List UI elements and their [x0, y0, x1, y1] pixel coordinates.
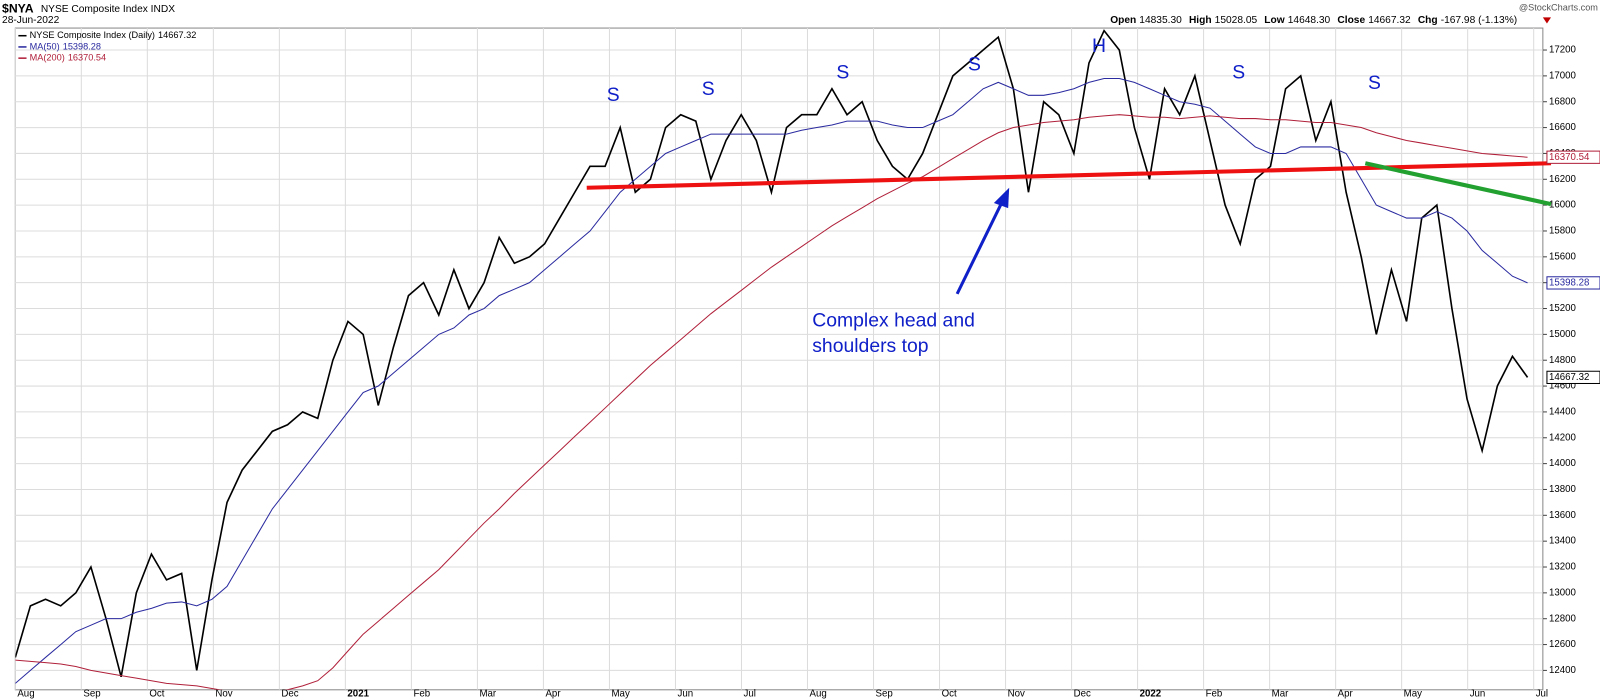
- y-tick-label: 17200: [1549, 45, 1577, 56]
- last-value-box: [1546, 276, 1600, 290]
- y-tick-label: 13800: [1549, 484, 1577, 495]
- x-tick-label: Feb: [413, 688, 430, 699]
- x-tick-label: Jul: [744, 688, 756, 699]
- x-tick-label: 2022: [1140, 688, 1162, 699]
- plot-area: [14, 27, 1544, 691]
- last-value-label: 16370.54: [1549, 152, 1590, 163]
- x-tick-label: Dec: [281, 688, 298, 699]
- legend-name: NYSE Composite Index (Daily): [30, 30, 155, 40]
- x-tick-label: Oct: [942, 688, 957, 699]
- legend-value: 15398.28: [63, 41, 101, 51]
- stat-value: 14667.32: [1368, 15, 1411, 26]
- x-tick-label: Mar: [1272, 688, 1289, 699]
- y-tick-label: 13000: [1549, 587, 1577, 598]
- date: 28-Jun-2022: [2, 15, 60, 26]
- arrow-shaft: [955, 201, 1004, 295]
- y-tick-label: 14400: [1549, 406, 1577, 417]
- x-tick-label: Oct: [149, 688, 164, 699]
- shoulder-label: S: [1368, 72, 1381, 94]
- x-tick-label: May: [1404, 688, 1422, 699]
- lines: [15, 29, 1529, 690]
- y-tick-label: 16200: [1549, 174, 1577, 185]
- grid: 12400 12600 12800 13000 13200 13400 13600 13800…: [14, 28, 1577, 699]
- legend-name: MA(200): [30, 53, 65, 63]
- index-name: NYSE Composite Index INDX: [41, 4, 175, 15]
- y-tick-label: 13600: [1549, 510, 1577, 521]
- last-value-label: 14667.32: [1549, 372, 1589, 383]
- x-tick-label: Aug: [810, 688, 827, 699]
- y-tick-label: 15600: [1549, 251, 1577, 262]
- y-tick-label: 12600: [1549, 639, 1577, 650]
- stat-value: 14835.30: [1139, 15, 1182, 26]
- y-tick-label: 12800: [1549, 613, 1577, 624]
- last-value-box: [1546, 370, 1600, 385]
- x-tick-label: Aug: [17, 688, 34, 699]
- arrow-head: [993, 187, 1010, 209]
- series-line: [15, 114, 1528, 690]
- x-tick-label: Nov: [215, 688, 232, 699]
- x-tick-label: Feb: [1206, 688, 1223, 699]
- stat-value: -167.98 (-1.13%): [1441, 15, 1517, 26]
- annotations: S S S S S S H Complex head and shoulders top: [586, 35, 1552, 357]
- x-tick-label: Apr: [545, 688, 561, 699]
- x-tick-label: Jun: [678, 688, 694, 699]
- y-tick-label: 15800: [1549, 226, 1577, 237]
- series-line: [15, 29, 1529, 678]
- shoulder-label: S: [1232, 62, 1245, 84]
- symbol: $NYA: [2, 1, 34, 15]
- shoulder-label: S: [836, 62, 849, 84]
- head-label: H: [1092, 35, 1106, 57]
- legend-value: 16370.54: [68, 53, 106, 63]
- y-tick-label: 13200: [1549, 562, 1577, 573]
- x-tick-label: Mar: [479, 688, 496, 699]
- note-text: Complex head and: [812, 310, 975, 332]
- x-tick-label: Dec: [1074, 688, 1091, 699]
- x-tick-label: 2021: [347, 688, 369, 699]
- y-tick-label: 16600: [1549, 122, 1577, 133]
- stat-label: High: [1189, 15, 1212, 26]
- y-tick-label: 14600: [1549, 381, 1577, 392]
- stat-label: Chg: [1418, 15, 1438, 26]
- stat-label: Close: [1337, 15, 1365, 26]
- x-tick-label: Jun: [1470, 688, 1486, 699]
- x-tick-label: Sep: [83, 688, 100, 699]
- y-tick-label: 15000: [1549, 329, 1577, 340]
- stat-value: 14648.30: [1288, 15, 1331, 26]
- last-value-label: 15398.28: [1549, 277, 1589, 288]
- series-line: [15, 77, 1528, 684]
- x-tick-label: Nov: [1008, 688, 1025, 699]
- y-tick-label: 14800: [1549, 355, 1577, 366]
- y-tick-label: 16000: [1549, 200, 1577, 211]
- legend-name: MA(50): [30, 41, 60, 51]
- down-arrow-icon: [1542, 17, 1552, 24]
- stat-label: Low: [1264, 15, 1284, 26]
- y-tick-label: 13400: [1549, 536, 1577, 547]
- y-tick-label: 17000: [1549, 70, 1577, 81]
- note-text: shoulders top: [812, 335, 928, 357]
- y-tick-label: 16800: [1549, 96, 1577, 107]
- y-tick-label: 14200: [1549, 432, 1577, 443]
- y-tick-label: 12400: [1549, 665, 1577, 676]
- legend-value: 14667.32: [158, 30, 196, 40]
- x-tick-label: Jul: [1536, 688, 1548, 699]
- trendline: [1364, 161, 1552, 207]
- shoulder-label: S: [607, 84, 620, 106]
- y-tick-label: 15200: [1549, 303, 1577, 314]
- last-value-box: [1546, 150, 1600, 164]
- x-tick-label: Sep: [876, 688, 893, 699]
- stat-value: 15028.05: [1215, 15, 1258, 26]
- shoulder-label: S: [968, 53, 981, 75]
- shoulder-label: S: [702, 78, 715, 100]
- x-tick-label: May: [611, 688, 629, 699]
- stats: Open 14835.30 High 15028.05 Low 14648.30 Close…: [1110, 15, 1517, 26]
- stat-label: Open: [1110, 15, 1136, 26]
- x-tick-label: Apr: [1338, 688, 1354, 699]
- credit: @StockCharts.com: [1519, 3, 1598, 13]
- legend: NYSE Composite Index (Daily) 14667.32 MA(5…: [18, 30, 196, 63]
- y-tick-label: 14000: [1549, 458, 1577, 469]
